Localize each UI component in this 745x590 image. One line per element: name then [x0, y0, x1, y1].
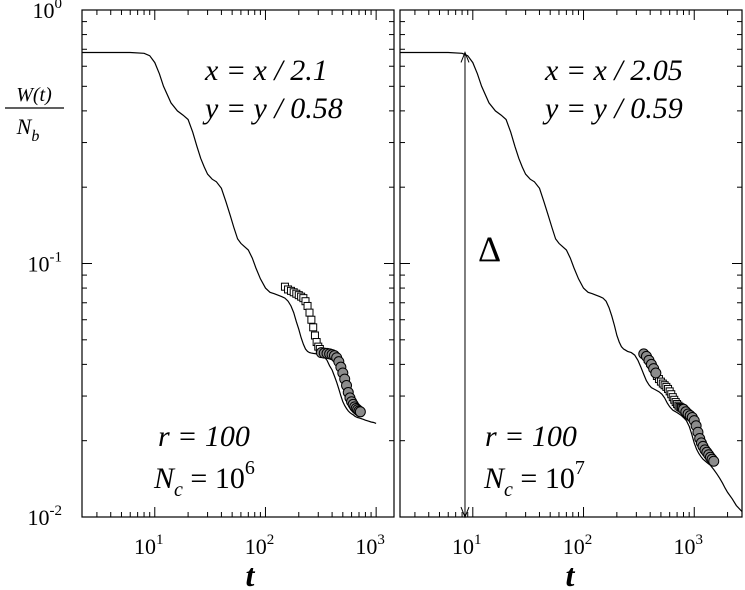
y-tick-label: 10-2 — [28, 503, 63, 530]
delta-arrow — [460, 51, 470, 519]
left-series-lines — [82, 51, 377, 424]
left-panel: 101 102 103 100 10-1 10-2 x = x / 2.1 y = y /… — [5, 0, 395, 590]
y-axis-label-den-base: N — [16, 114, 33, 139]
y-axis-label-den-sub: b — [31, 128, 39, 145]
right-series-lines — [400, 51, 743, 513]
left-scale-x-annotation: x = x / 2.1 — [204, 54, 328, 87]
series-line — [400, 51, 743, 513]
left-nc-annotation: Nc = 106 — [153, 457, 255, 501]
circle-marker — [708, 455, 720, 467]
x-tick-label: 102 — [563, 532, 593, 559]
series-line — [82, 51, 377, 424]
x-tick-label: 103 — [673, 532, 703, 559]
circle-marker — [650, 367, 662, 379]
delta-arrow-head-top — [460, 51, 470, 63]
right-nc-annotation: Nc = 107 — [483, 457, 585, 501]
right-x-axis-label: t — [566, 557, 576, 590]
left-nc-exp: 6 — [245, 457, 255, 479]
square-marker — [303, 301, 312, 310]
x-tick-label: 103 — [355, 532, 385, 559]
x-tick-label: 102 — [245, 532, 275, 559]
y-tick-label: 10-1 — [28, 250, 63, 277]
left-nc-sub: c — [174, 479, 183, 501]
right-scale-y-annotation: y = y / 0.59 — [542, 92, 683, 125]
square-marker — [310, 331, 319, 340]
x-tick-label: 101 — [134, 532, 164, 559]
delta-arrow-head-bottom — [460, 506, 470, 519]
right-nc-exp: 7 — [575, 457, 585, 479]
right-panel: 101 102 103 x = x / 2.05 y = y / 0.59 Δ r … — [399, 9, 743, 590]
right-r-annotation: r = 100 — [485, 420, 577, 453]
right-series-markers — [638, 348, 720, 467]
left-scale-y-annotation: y = y / 0.58 — [202, 92, 343, 125]
y-tick-label: 100 — [33, 0, 63, 23]
delta-label: Δ — [478, 229, 501, 269]
square-marker — [309, 323, 318, 332]
square-marker — [307, 315, 316, 324]
left-tick-labels: 101 102 103 100 10-1 10-2 — [28, 0, 385, 559]
x-tick-label: 101 — [452, 532, 482, 559]
right-nc-base: N — [483, 462, 506, 495]
right-nc-sub: c — [504, 479, 513, 501]
right-axis-ticks — [400, 9, 742, 518]
left-r-annotation: r = 100 — [158, 420, 250, 453]
right-tick-labels: 101 102 103 — [452, 532, 703, 559]
right-scale-x-annotation: x = x / 2.05 — [544, 54, 683, 87]
left-nc-eq: = 10 — [183, 462, 245, 495]
circle-marker — [354, 406, 366, 418]
y-axis-label: W(t) Nb — [5, 84, 64, 145]
right-nc-eq: = 10 — [513, 462, 575, 495]
left-nc-base: N — [153, 462, 176, 495]
y-axis-label-denominator: Nb — [16, 114, 40, 145]
y-axis-label-numerator: W(t) — [16, 84, 52, 106]
left-series-markers — [280, 282, 366, 418]
left-x-axis-label: t — [246, 557, 256, 590]
left-axis-ticks — [82, 9, 394, 518]
square-marker — [305, 308, 314, 317]
